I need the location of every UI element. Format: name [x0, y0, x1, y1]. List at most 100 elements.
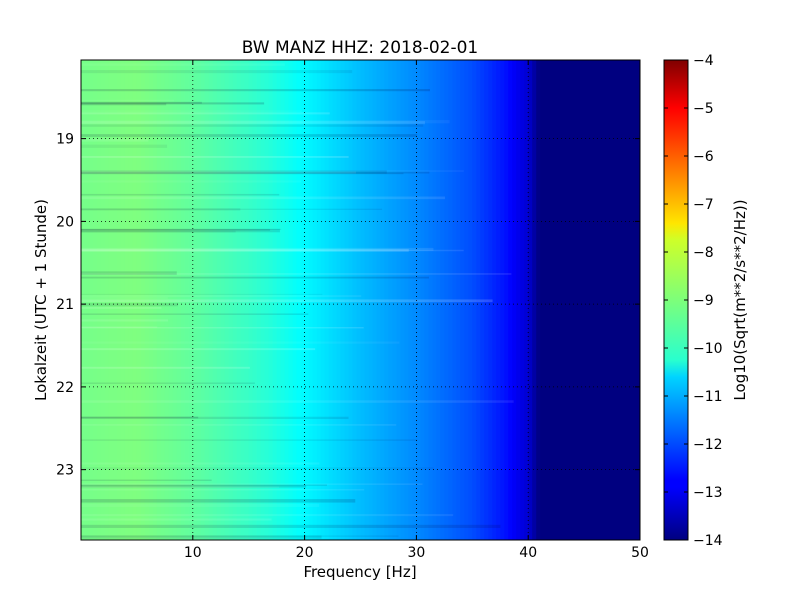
colorbar-tick-label: −7 — [693, 197, 714, 213]
heatmap-cell — [508, 60, 513, 540]
heatmap-cell — [372, 60, 378, 540]
heatmap-cell — [460, 60, 465, 540]
heatmap-band — [81, 156, 349, 158]
heatmap-cell — [192, 60, 198, 540]
heatmap-band — [81, 518, 272, 521]
heatmap-cell — [124, 60, 130, 540]
heatmap-cell — [464, 60, 469, 540]
heatmap-columns — [81, 60, 640, 540]
heatmap-cell — [116, 60, 122, 540]
heatmap-band — [81, 89, 430, 92]
heatmap-cell — [156, 60, 162, 540]
heatmap-band — [81, 228, 280, 233]
heatmap-band — [81, 424, 397, 426]
x-axis-label: Frequency [Hz] — [303, 563, 416, 581]
heatmap-cell — [504, 60, 509, 540]
heatmap-band — [81, 170, 387, 174]
heatmap-band — [81, 306, 162, 309]
heatmap-cell — [564, 60, 569, 540]
heatmap-cell — [544, 60, 549, 540]
heatmap-cell — [300, 60, 306, 540]
heatmap-cell — [308, 60, 314, 540]
heatmap-cell — [444, 60, 449, 540]
colorbar-tick-label: −13 — [693, 485, 723, 501]
heatmap-cell — [184, 60, 190, 540]
heatmap-cell — [276, 60, 282, 540]
heatmap-band — [81, 462, 320, 465]
heatmap-cell — [364, 60, 370, 540]
heatmap-band — [81, 171, 357, 174]
heatmap-band — [81, 172, 404, 175]
heatmap-cell — [576, 60, 581, 540]
heatmap-cell — [228, 60, 234, 540]
heatmap-band — [81, 139, 149, 142]
heatmap-cell — [524, 60, 529, 540]
colorbar-tick-label: −12 — [693, 437, 723, 453]
heatmap-cell — [312, 60, 318, 540]
heatmap-cell — [428, 60, 433, 540]
heatmap-band — [81, 103, 167, 106]
heatmap-band — [81, 134, 417, 137]
heatmap-cell — [216, 60, 222, 540]
heatmap-band — [81, 483, 423, 485]
heatmap-band — [81, 193, 280, 196]
heatmap-band — [81, 326, 158, 328]
heatmap-cell — [220, 60, 226, 540]
heatmap-cell — [416, 60, 421, 540]
heatmap-cell — [584, 60, 589, 540]
y-tick-label: 23 — [56, 463, 74, 479]
heatmap-band — [81, 439, 418, 441]
heatmap-cell — [144, 60, 150, 540]
heatmap-cell — [340, 60, 346, 540]
heatmap-band — [81, 382, 255, 384]
heatmap-cell — [204, 60, 210, 540]
heatmap-band — [81, 196, 446, 200]
heatmap-cell — [224, 60, 230, 540]
plot-frame — [80, 59, 641, 541]
heatmap-cell — [548, 60, 553, 540]
heatmap-cell — [108, 60, 114, 540]
heatmap-cell — [268, 60, 274, 540]
heatmap-cell — [148, 60, 154, 540]
heatmap-cell — [288, 60, 294, 540]
grid-lines — [81, 60, 640, 540]
colorbar-tick-label: −10 — [693, 341, 723, 357]
heatmap-cell — [440, 60, 445, 540]
heatmap-band — [81, 467, 434, 470]
heatmap-cell — [188, 60, 194, 540]
heatmap-cell — [164, 60, 170, 540]
heatmap-band — [81, 535, 399, 537]
heatmap-band — [81, 249, 464, 252]
heatmap-band — [81, 479, 212, 481]
heatmap-cell — [360, 60, 366, 540]
heatmap-cell — [208, 60, 214, 540]
heatmap-cell — [632, 60, 637, 540]
heatmap-band — [81, 230, 236, 233]
heatmap-band — [81, 276, 429, 279]
heatmap-cell — [552, 60, 557, 540]
y-tick-label: 21 — [56, 297, 74, 313]
heatmap-cell — [344, 60, 350, 540]
x-tick-label: 30 — [407, 545, 425, 561]
heatmap-cell — [604, 60, 609, 540]
x-tick-label: 50 — [631, 545, 649, 561]
heatmap-cell — [212, 60, 218, 540]
heatmap-band — [81, 524, 501, 528]
heatmap-cell — [424, 60, 429, 540]
heatmap-band — [81, 110, 302, 112]
y-axis-label: Lokalzeit (UTC + 1 Stunde) — [32, 199, 50, 401]
colorbar-tick-label: −11 — [693, 389, 723, 405]
heatmap-band — [81, 293, 323, 295]
heatmap-band — [81, 271, 177, 275]
heatmap-cell — [568, 60, 573, 540]
heatmap-cell — [472, 60, 477, 540]
heatmap-cell — [180, 60, 186, 540]
heatmap-band — [81, 299, 493, 303]
heatmap-cell — [140, 60, 146, 540]
heatmap-band — [81, 416, 349, 420]
heatmap-cell — [256, 60, 262, 540]
heatmap-band — [81, 416, 199, 419]
heatmap-cell — [292, 60, 298, 540]
heatmap-cell — [388, 60, 394, 540]
